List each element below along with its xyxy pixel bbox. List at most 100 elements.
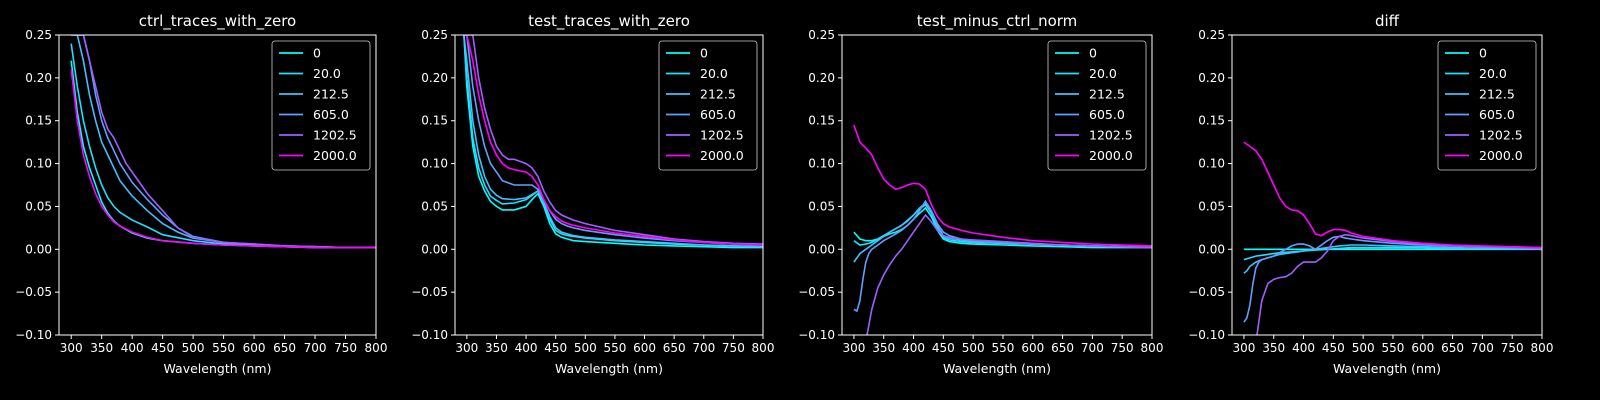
legend-label: 0 [313,46,321,61]
x-tick-label: 650 [1051,341,1074,355]
x-tick-label: 500 [1352,341,1375,355]
y-tick-label: 0.00 [421,242,448,256]
subplot-title: test_minus_ctrl_norm [917,12,1078,31]
y-tick-label: −0.10 [1188,328,1225,342]
legend-label: 2000.0 [700,148,744,163]
x-axis-label: Wavelength (nm) [164,361,272,376]
y-tick-label: 0.00 [808,242,835,256]
x-tick-label: 700 [1471,341,1494,355]
x-tick-label: 400 [121,341,144,355]
x-tick-label: 400 [515,341,538,355]
legend-label: 2000.0 [1089,148,1133,163]
series-line-605-0 [853,199,1152,313]
x-tick-label: 650 [1441,341,1464,355]
x-tick-label: 750 [334,341,357,355]
x-tick-label: 350 [90,341,113,355]
legend-label: 212.5 [1089,87,1125,102]
x-axis-label: Wavelength (nm) [943,361,1051,376]
x-tick-label: 750 [1501,341,1524,355]
x-tick-label: 450 [151,341,174,355]
legend-label: 605.0 [700,107,736,122]
legend: 0 20.0 212.5 605.0 1202.5 2000.0 [658,40,758,171]
subplot-title: test_traces_with_zero [528,12,690,31]
series-line-1202-5 [866,213,1152,335]
x-tick-label: 500 [574,341,597,355]
y-tick-label: 0.05 [25,199,52,213]
x-tick-label: 800 [1141,341,1164,355]
legend-label: 1202.5 [313,128,357,143]
y-tick-label: 0.25 [1198,28,1225,42]
x-tick-label: 600 [1021,341,1044,355]
axes-frame [1231,34,1543,336]
y-tick-label: −0.10 [411,328,448,342]
subplot-1: ctrl_traces_with_zero 300 350 400 450 500 550 6… [15,12,387,376]
axes-frame [454,34,764,336]
subplot-4: diff 300 350 400 450 500 550 600 650 700 750 800 −0.… [1188,12,1553,376]
y-tick-label: 0.00 [1198,242,1225,256]
x-tick-label: 800 [365,341,388,355]
x-tick-label: 750 [1111,341,1134,355]
subplot-3: test_minus_ctrl_norm 300 350 400 450 500 550 60… [798,12,1163,376]
legend-label: 212.5 [700,87,736,102]
legend-label: 605.0 [1479,107,1515,122]
x-tick-label: 550 [603,341,626,355]
subplot-2: test_traces_with_zero 300 350 400 450 500 550 6… [411,12,774,376]
x-tick-label: 750 [722,341,745,355]
y-tick-label: 0.15 [1198,114,1225,128]
x-tick-label: 450 [1322,341,1345,355]
legend-label: 0 [700,46,708,61]
legend-label: 605.0 [313,107,349,122]
series-line-2000-0 [466,35,763,246]
axes-frame [58,34,377,336]
legend-label: 2000.0 [1479,148,1523,163]
x-tick-label: 300 [60,341,83,355]
y-tick-label: −0.05 [15,285,52,299]
legend: 0 20.0 212.5 605.0 1202.5 2000.0 [1437,40,1537,171]
x-tick-label: 550 [1382,341,1405,355]
y-tick-label: 0.20 [421,71,448,85]
y-tick-label: 0.10 [1198,157,1225,171]
x-tick-label: 300 [842,341,865,355]
x-tick-label: 350 [1262,341,1285,355]
x-tick-label: 300 [1232,341,1255,355]
series-line-2000-0 [853,124,1152,247]
x-tick-label: 600 [243,341,266,355]
x-tick-label: 650 [273,341,296,355]
x-tick-label: 600 [633,341,656,355]
legend-label: 20.0 [700,66,728,81]
y-tick-label: 0.20 [808,71,835,85]
subplot-title: ctrl_traces_with_zero [139,12,296,31]
legend-label: 605.0 [1089,107,1125,122]
y-tick-label: 0.00 [25,242,52,256]
series-line-1202-5 [1256,233,1542,335]
y-tick-label: −0.10 [15,328,52,342]
legend: 0 20.0 212.5 605.0 1202.5 2000.0 [1047,40,1147,171]
legend-label: 20.0 [1479,66,1507,81]
y-tick-label: 0.05 [421,199,448,213]
y-tick-label: 0.10 [25,157,52,171]
x-tick-label: 550 [212,341,235,355]
series-line-2000-0 [1243,141,1542,249]
x-tick-label: 700 [304,341,327,355]
legend-label: 1202.5 [1479,128,1523,143]
y-tick-label: 0.15 [808,114,835,128]
x-tick-label: 450 [932,341,955,355]
y-tick-label: 0.20 [1198,71,1225,85]
y-tick-label: 0.20 [25,71,52,85]
y-tick-label: 0.25 [808,28,835,42]
axes-frame [841,34,1153,336]
y-tick-label: 0.15 [421,114,448,128]
x-tick-label: 350 [872,341,895,355]
x-tick-label: 500 [182,341,205,355]
y-tick-label: 0.25 [421,28,448,42]
subplot-title: diff [1375,12,1400,30]
legend-label: 1202.5 [700,128,744,143]
legend-label: 212.5 [313,87,349,102]
y-tick-label: −0.05 [1188,285,1225,299]
x-tick-label: 600 [1411,341,1434,355]
legend-label: 212.5 [1479,87,1515,102]
x-tick-label: 300 [455,341,478,355]
y-tick-label: 0.25 [25,28,52,42]
x-tick-label: 500 [962,341,985,355]
